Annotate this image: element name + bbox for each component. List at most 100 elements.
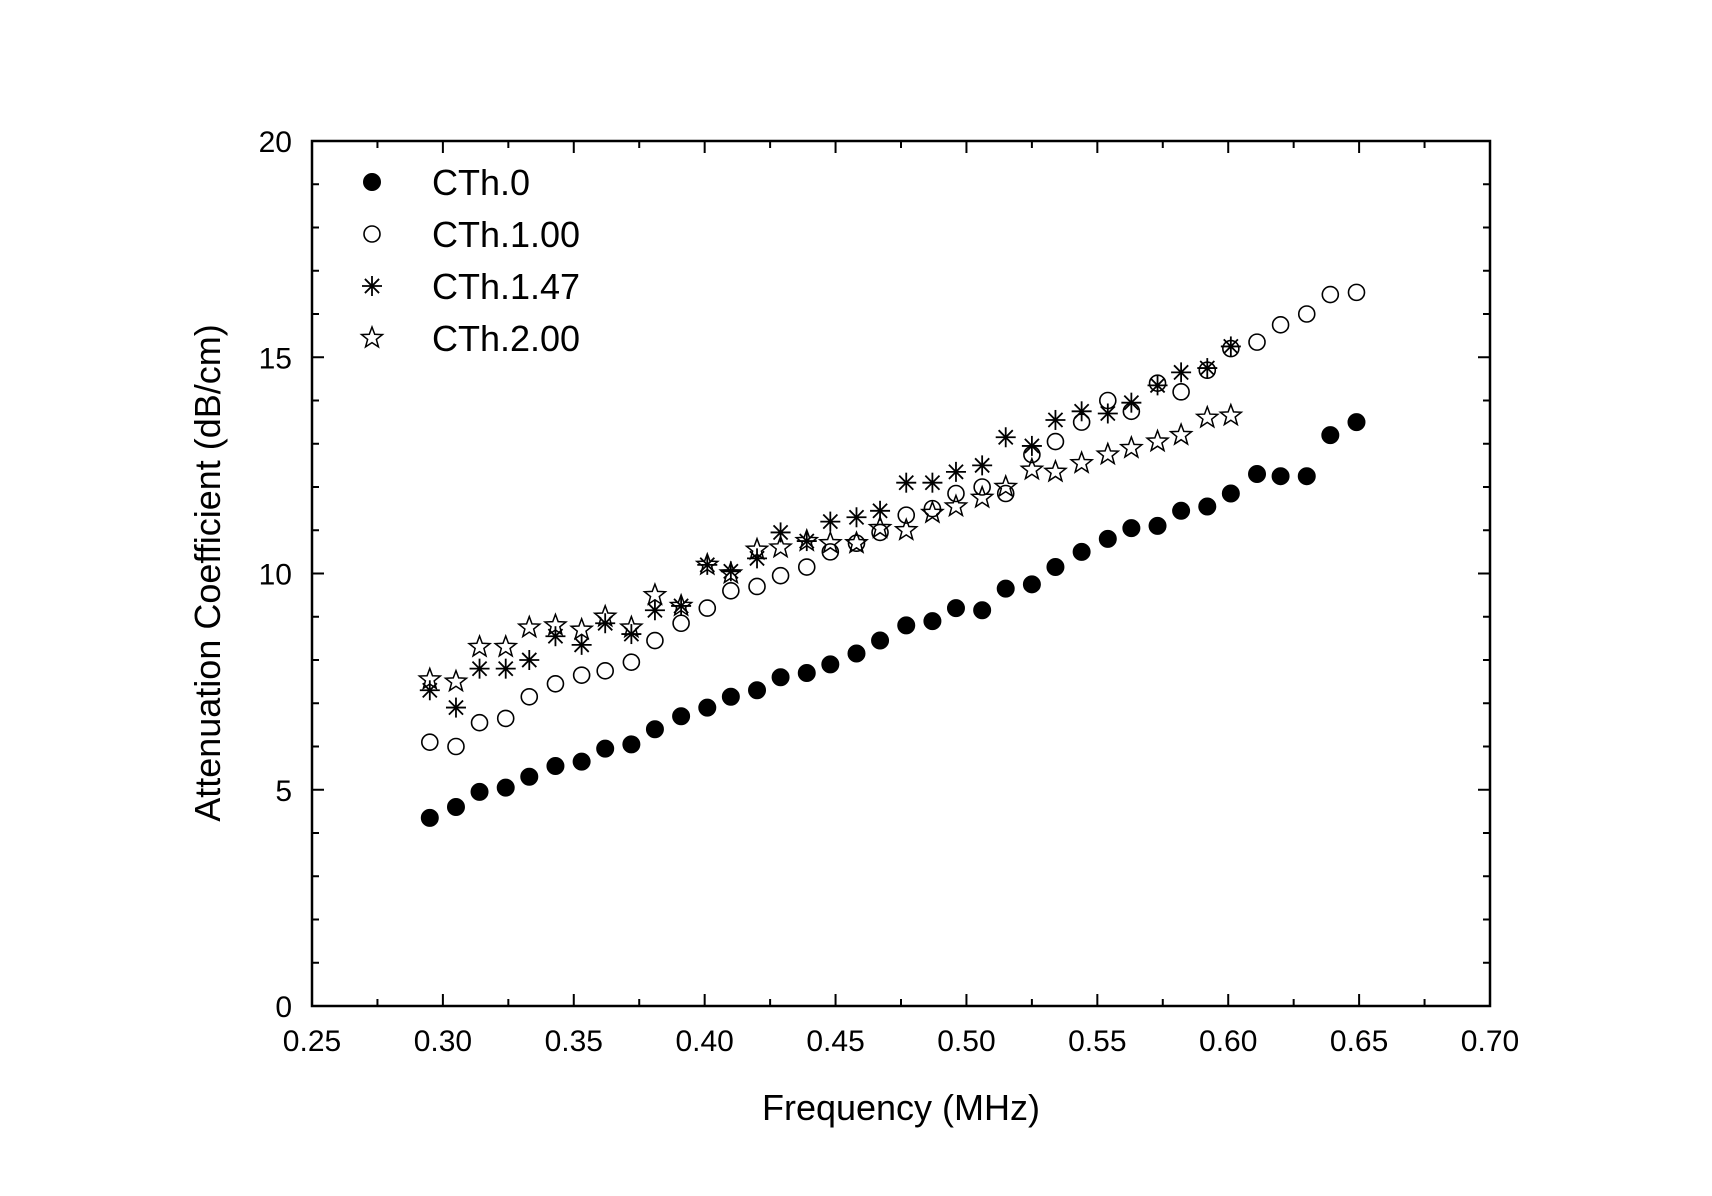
data-point	[1098, 529, 1117, 548]
data-point	[897, 616, 916, 635]
axis-ticks	[311, 140, 1491, 1007]
data-point	[1172, 383, 1190, 401]
data-point	[420, 733, 439, 751]
y-tick-label: 5	[275, 775, 292, 808]
data-point	[945, 461, 966, 482]
data-point	[923, 612, 942, 631]
data-point	[467, 633, 493, 658]
data-point	[770, 522, 791, 543]
data-point	[744, 536, 770, 561]
data-point	[1069, 450, 1095, 474]
data-point	[1197, 358, 1218, 379]
data-point	[1148, 516, 1167, 535]
data-point	[445, 697, 466, 718]
y-tick-label: 10	[259, 559, 292, 592]
data-point	[722, 581, 740, 600]
data-point	[698, 599, 717, 617]
data-point	[417, 666, 443, 691]
data-point	[592, 603, 618, 628]
x-tick-label: 0.50	[937, 1025, 995, 1058]
legend-marker	[363, 173, 381, 191]
data-point	[1271, 316, 1290, 334]
data-point	[1046, 432, 1065, 451]
y-axis-title: Attenuation Coefficient (dB/cm)	[187, 324, 228, 822]
data-point	[821, 543, 840, 561]
data-point	[571, 634, 592, 655]
data-point	[771, 566, 790, 585]
x-tick-label: 0.60	[1199, 1025, 1257, 1058]
data-point	[718, 560, 744, 585]
data-point	[1172, 501, 1191, 520]
legend-entry: CTh.0	[363, 162, 530, 203]
data-point	[1271, 467, 1290, 486]
data-point	[843, 530, 870, 554]
legend-label: CTh.1.00	[432, 214, 580, 255]
data-point	[644, 600, 665, 621]
data-point	[1071, 401, 1092, 422]
data-point	[622, 653, 641, 671]
data-point	[519, 650, 540, 670]
data-point	[496, 709, 515, 728]
data-point	[1042, 458, 1068, 483]
data-point	[446, 798, 465, 817]
series-cth-1-47	[419, 336, 1241, 718]
data-point	[1297, 305, 1316, 323]
data-point	[516, 614, 542, 639]
data-point	[919, 499, 945, 524]
data-point	[622, 735, 641, 754]
data-point	[672, 614, 690, 633]
data-point	[1122, 519, 1141, 538]
data-point	[1171, 362, 1192, 383]
data-point	[493, 633, 519, 658]
data-point	[546, 756, 565, 775]
legend-marker	[362, 276, 382, 296]
data-point	[1168, 421, 1194, 446]
legend-marker	[363, 225, 381, 243]
data-point	[1248, 465, 1267, 484]
data-point	[995, 427, 1016, 448]
data-point	[771, 668, 790, 687]
data-point	[768, 534, 794, 559]
data-point	[893, 517, 919, 541]
data-point	[470, 713, 489, 732]
data-point	[946, 599, 965, 618]
data-points	[417, 283, 1366, 827]
data-point	[1019, 456, 1045, 481]
data-point	[973, 601, 992, 620]
data-point	[1198, 497, 1217, 516]
data-point	[896, 472, 917, 493]
data-point	[1021, 435, 1042, 456]
data-point	[1045, 409, 1066, 430]
x-tick-label: 0.65	[1330, 1025, 1388, 1058]
legend-entry: CTh.2.00	[359, 318, 580, 359]
legend-label: CTh.2.00	[432, 318, 580, 359]
data-point	[495, 658, 516, 679]
data-point	[496, 778, 515, 797]
legend-label: CTh.0	[432, 162, 530, 203]
data-point	[897, 506, 916, 524]
data-point	[1046, 558, 1065, 577]
axis-tick-labels: 0.25 0.30 0.35 0.40 0.45 0.50 0.55 0.60 0.65 0.70…	[259, 126, 1520, 1058]
data-point	[1121, 392, 1142, 413]
data-point	[596, 662, 614, 680]
data-point	[1095, 441, 1121, 466]
x-tick-label: 0.30	[414, 1025, 472, 1058]
data-point	[1347, 413, 1366, 432]
legend-entry: CTh.1.47	[362, 266, 580, 307]
data-point	[1221, 484, 1240, 503]
data-point	[698, 698, 717, 717]
x-tick-label: 0.40	[675, 1025, 733, 1058]
legend: CTh.0 CTh.1.00 CTh.1.47 CTh.2.00	[359, 162, 580, 359]
data-point	[847, 534, 866, 553]
data-point	[993, 473, 1019, 498]
data-point	[969, 484, 995, 509]
data-point	[572, 752, 591, 771]
data-point	[520, 687, 539, 706]
data-point	[797, 558, 816, 576]
data-point	[748, 577, 766, 596]
series-cth-0	[420, 413, 1366, 827]
data-point	[642, 581, 668, 606]
data-point	[821, 655, 840, 674]
data-point	[668, 592, 694, 617]
